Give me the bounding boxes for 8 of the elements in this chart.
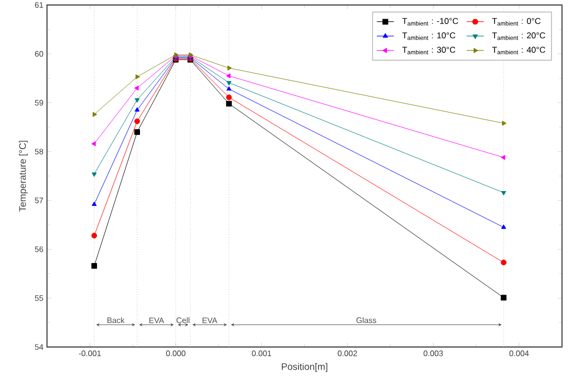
- x-axis-title: Position[m]: [282, 363, 328, 372]
- legend-label: T$_{ambient}$ : 20°C: [492, 32, 546, 40]
- legend-label: T$_{ambient}$ : 10°C: [402, 32, 456, 40]
- legend-label: T$_{ambient}$ : -10°C: [402, 18, 458, 26]
- legend-label: T$_{ambient}$ : 0°C: [492, 18, 540, 26]
- y-axis-title: Temperature [°C]: [18, 140, 28, 212]
- legend-label: T$_{ambient}$ : 30°C: [402, 46, 456, 54]
- legend-label: T$_{ambient}$ : 40°C: [492, 46, 546, 54]
